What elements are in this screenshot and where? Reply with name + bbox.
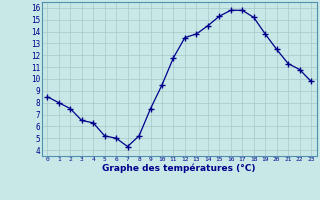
X-axis label: Graphe des températures (°C): Graphe des températures (°C) xyxy=(102,164,256,173)
